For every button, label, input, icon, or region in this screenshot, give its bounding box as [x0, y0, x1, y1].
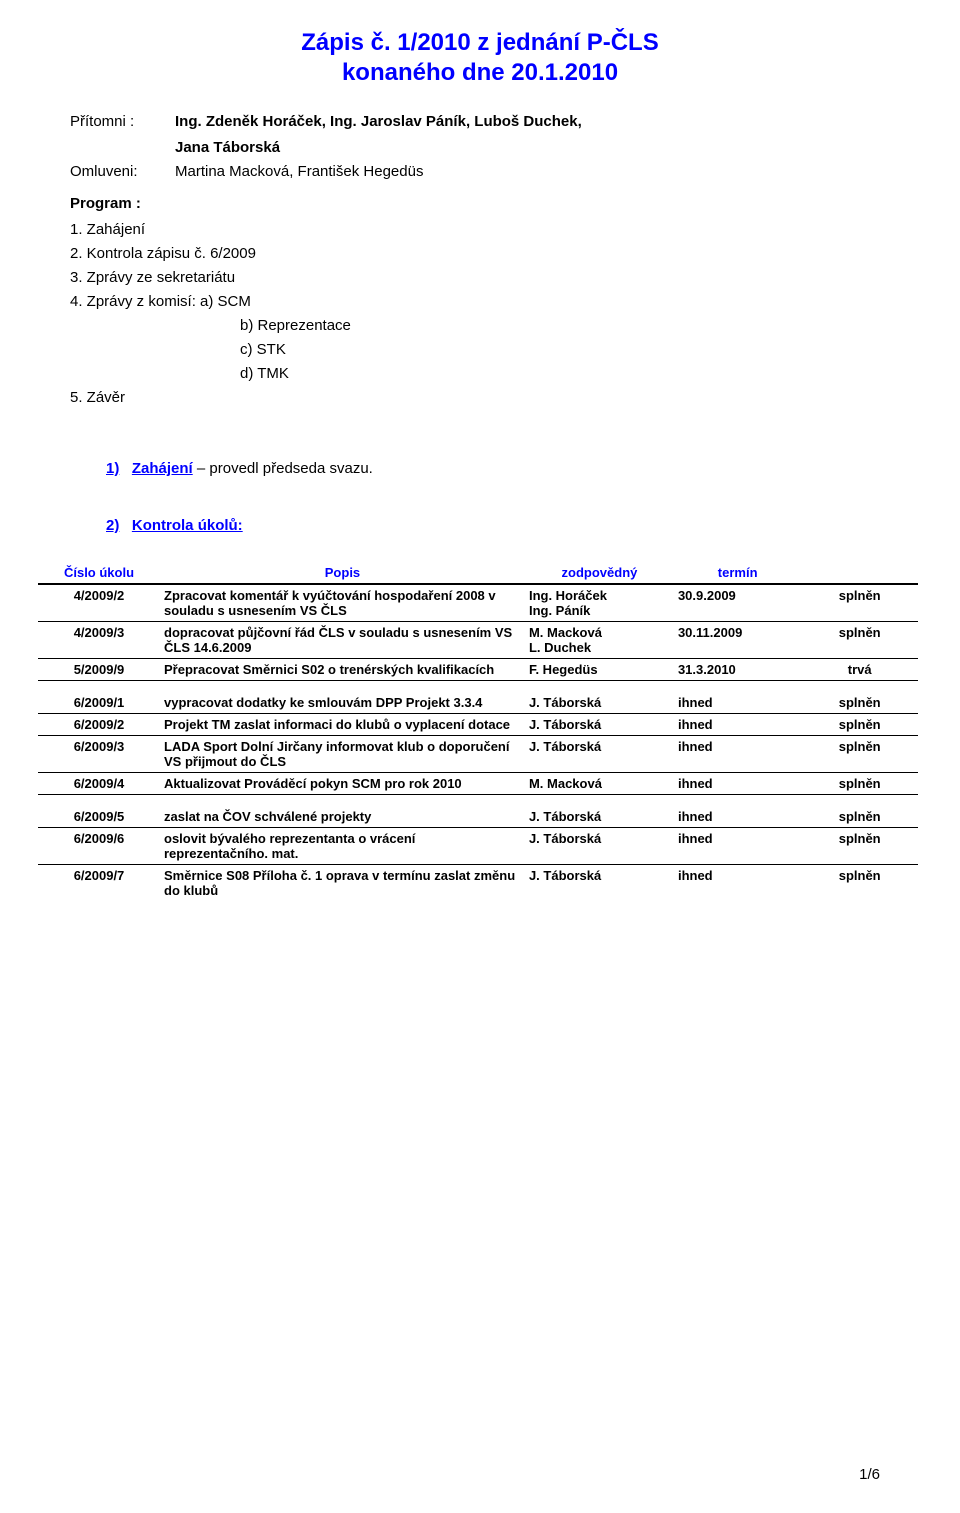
program-subitem: d) TMK [240, 362, 890, 386]
cell-status: splněn [801, 622, 918, 659]
cell-desc: zaslat na ČOV schválené projekty [160, 795, 525, 828]
cell-id: 6/2009/5 [38, 795, 160, 828]
cell-when: ihned [674, 865, 801, 902]
table-body: 4/2009/2Zpracovat komentář k vyúčtování … [38, 584, 918, 901]
present-label: Přítomni : [70, 110, 175, 134]
cell-desc: oslovit bývalého reprezentanta o vrácení… [160, 828, 525, 865]
program-item: 2. Kontrola zápisu č. 6/2009 [70, 242, 890, 266]
table-row: 6/2009/3LADA Sport Dolní Jirčany informo… [38, 736, 918, 773]
cell-when: ihned [674, 714, 801, 736]
cell-who: F. Hegedüs [525, 659, 674, 681]
table-row: 5/2009/9Přepracovat Směrnici S02 o trené… [38, 659, 918, 681]
cell-id: 6/2009/7 [38, 865, 160, 902]
col-desc: Popis [160, 562, 525, 584]
col-when: termín [674, 562, 801, 584]
section-1-num: 1) [106, 460, 119, 477]
cell-desc: LADA Sport Dolní Jirčany informovat klub… [160, 736, 525, 773]
section-2: 2) Kontrola úkolů: [106, 517, 890, 534]
program-subitem: c) STK [240, 338, 890, 362]
section-1-title: Zahájení [132, 460, 193, 477]
cell-id: 4/2009/2 [38, 584, 160, 622]
cell-who: J. Táborská [525, 681, 674, 714]
cell-when: ihned [674, 736, 801, 773]
cell-who: Ing. HoráčekIng. Páník [525, 584, 674, 622]
cell-who: J. Táborská [525, 865, 674, 902]
cell-when: 30.9.2009 [674, 584, 801, 622]
cell-who: M. Macková [525, 773, 674, 795]
cell-status: splněn [801, 714, 918, 736]
table-row: 6/2009/5zaslat na ČOV schválené projekty… [38, 795, 918, 828]
title-block: Zápis č. 1/2010 z jednání P-ČLS konaného… [70, 28, 890, 88]
cell-id: 6/2009/6 [38, 828, 160, 865]
cell-who: J. Táborská [525, 714, 674, 736]
title-line1: Zápis č. 1/2010 z jednání P-ČLS [70, 28, 890, 58]
cell-desc: dopracovat půjčovní řád ČLS v souladu s … [160, 622, 525, 659]
col-status [801, 562, 918, 584]
cell-status: splněn [801, 795, 918, 828]
excused-row: Omluveni: Martina Macková, František Heg… [70, 160, 890, 184]
page: Zápis č. 1/2010 z jednání P-ČLS konaného… [0, 0, 960, 1513]
cell-desc: Směrnice S08 Příloha č. 1 oprava v termí… [160, 865, 525, 902]
section-2-num: 2) [106, 517, 119, 534]
cell-status: splněn [801, 584, 918, 622]
cell-who: M. MackováL. Duchek [525, 622, 674, 659]
cell-desc: Projekt TM zaslat informaci do klubů o v… [160, 714, 525, 736]
cell-id: 4/2009/3 [38, 622, 160, 659]
program-item: 4. Zprávy z komisí: a) SCM [70, 290, 890, 314]
present-row: Přítomni : Ing. Zdeněk Horáček, Ing. Jar… [70, 110, 890, 134]
table-row: 6/2009/6oslovit bývalého reprezentanta o… [38, 828, 918, 865]
col-who: zodpovědný [525, 562, 674, 584]
program-list: 1. Zahájení 2. Kontrola zápisu č. 6/2009… [70, 218, 890, 410]
cell-when: ihned [674, 795, 801, 828]
program-subitem: b) Reprezentace [240, 314, 890, 338]
program-item: 5. Závěr [70, 386, 890, 410]
cell-id: 6/2009/2 [38, 714, 160, 736]
table-header-row: Číslo úkolu Popis zodpovědný termín [38, 562, 918, 584]
program-item: 1. Zahájení [70, 218, 890, 242]
table-row: 6/2009/2Projekt TM zaslat informaci do k… [38, 714, 918, 736]
cell-desc: vypracovat dodatky ke smlouvám DPP Proje… [160, 681, 525, 714]
cell-id: 5/2009/9 [38, 659, 160, 681]
cell-when: ihned [674, 681, 801, 714]
cell-status: splněn [801, 865, 918, 902]
table-row: 6/2009/7Směrnice S08 Příloha č. 1 oprava… [38, 865, 918, 902]
page-number: 1/6 [859, 1466, 880, 1483]
cell-id: 6/2009/3 [38, 736, 160, 773]
cell-when: ihned [674, 828, 801, 865]
cell-who: J. Táborská [525, 736, 674, 773]
cell-id: 6/2009/4 [38, 773, 160, 795]
program-item: 3. Zprávy ze sekretariátu [70, 266, 890, 290]
col-id: Číslo úkolu [38, 562, 160, 584]
cell-when: ihned [674, 773, 801, 795]
present-value: Ing. Zdeněk Horáček, Ing. Jaroslav Páník… [175, 110, 582, 134]
table-row: 4/2009/2Zpracovat komentář k vyúčtování … [38, 584, 918, 622]
cell-status: trvá [801, 659, 918, 681]
excused-label: Omluveni: [70, 160, 175, 184]
cell-when: 30.11.2009 [674, 622, 801, 659]
cell-status: splněn [801, 736, 918, 773]
cell-desc: Zpracovat komentář k vyúčtování hospodař… [160, 584, 525, 622]
section-2-title: Kontrola úkolů: [132, 517, 243, 534]
tasks-table: Číslo úkolu Popis zodpovědný termín 4/20… [38, 562, 918, 901]
cell-id: 6/2009/1 [38, 681, 160, 714]
title-line2: konaného dne 20.1.2010 [70, 58, 890, 88]
cell-status: splněn [801, 681, 918, 714]
cell-desc: Aktualizovat Prováděcí pokyn SCM pro rok… [160, 773, 525, 795]
table-row: 6/2009/1vypracovat dodatky ke smlouvám D… [38, 681, 918, 714]
table-row: 4/2009/3dopracovat půjčovní řád ČLS v so… [38, 622, 918, 659]
excused-value: Martina Macková, František Hegedüs [175, 160, 423, 184]
cell-status: splněn [801, 828, 918, 865]
cell-who: J. Táborská [525, 795, 674, 828]
section-1: 1) Zahájení – provedl předseda svazu. [106, 460, 890, 477]
table-row: 6/2009/4Aktualizovat Prováděcí pokyn SCM… [38, 773, 918, 795]
section-1-rest: – provedl předseda svazu. [197, 460, 373, 477]
present-value2: Jana Táborská [175, 136, 890, 160]
cell-who: J. Táborská [525, 828, 674, 865]
cell-desc: Přepracovat Směrnici S02 o trenérských k… [160, 659, 525, 681]
cell-status: splněn [801, 773, 918, 795]
attendance-block: Přítomni : Ing. Zdeněk Horáček, Ing. Jar… [70, 110, 890, 410]
program-heading: Program : [70, 192, 890, 216]
cell-when: 31.3.2010 [674, 659, 801, 681]
